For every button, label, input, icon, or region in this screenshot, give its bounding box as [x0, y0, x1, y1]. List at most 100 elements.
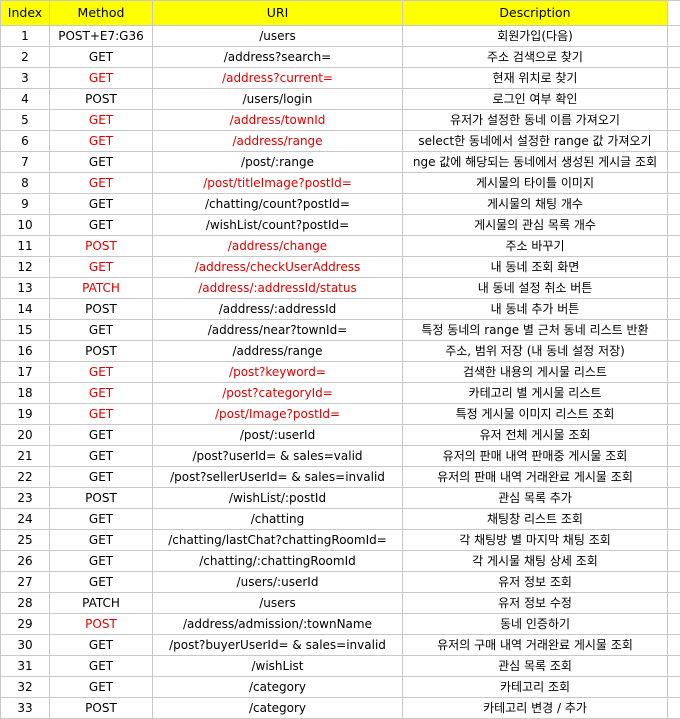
cell-index[interactable]: 2 — [1, 47, 50, 68]
cell-method[interactable]: GET — [50, 320, 153, 341]
cell-description[interactable]: 유저의 판매 내역 거래완료 게시물 조회 — [403, 467, 668, 488]
cell-index[interactable]: 18 — [1, 383, 50, 404]
cell-empty[interactable] — [668, 320, 680, 341]
cell-index[interactable]: 15 — [1, 320, 50, 341]
header-uri[interactable]: URI — [153, 1, 403, 26]
cell-index[interactable]: 31 — [1, 656, 50, 677]
cell-uri[interactable]: /post/:userId — [153, 425, 403, 446]
cell-uri[interactable]: /address?search= — [153, 47, 403, 68]
cell-description[interactable]: 카테고리 변경 / 추가 — [403, 698, 668, 719]
cell-description[interactable]: 내 동네 조회 화면 — [403, 257, 668, 278]
cell-method[interactable]: POST — [50, 341, 153, 362]
cell-uri[interactable]: /post?keyword= — [153, 362, 403, 383]
cell-index[interactable]: 20 — [1, 425, 50, 446]
cell-method[interactable]: POST+E7:G36 — [50, 26, 153, 47]
cell-empty[interactable] — [668, 425, 680, 446]
cell-uri[interactable]: /users/login — [153, 89, 403, 110]
cell-description[interactable]: 주소 검색으로 찾기 — [403, 47, 668, 68]
cell-uri[interactable]: /post?sellerUserId= & sales=invalid — [153, 467, 403, 488]
cell-index[interactable]: 24 — [1, 509, 50, 530]
cell-empty[interactable] — [668, 89, 680, 110]
cell-uri[interactable]: /address?current= — [153, 68, 403, 89]
cell-method[interactable]: POST — [50, 614, 153, 635]
header-method[interactable]: Method — [50, 1, 153, 26]
cell-description[interactable]: 특정 동네의 range 별 근처 동네 리스트 반환 — [403, 320, 668, 341]
cell-empty[interactable] — [668, 551, 680, 572]
cell-method[interactable]: PATCH — [50, 278, 153, 299]
cell-uri[interactable]: /post/titleImage?postId= — [153, 173, 403, 194]
header-empty-cell[interactable] — [668, 1, 680, 26]
cell-index[interactable]: 12 — [1, 257, 50, 278]
cell-description[interactable]: 유저 정보 수정 — [403, 593, 668, 614]
cell-description[interactable]: 주소 바꾸기 — [403, 236, 668, 257]
cell-index[interactable]: 29 — [1, 614, 50, 635]
cell-empty[interactable] — [668, 131, 680, 152]
cell-empty[interactable] — [668, 446, 680, 467]
cell-empty[interactable] — [668, 47, 680, 68]
cell-description[interactable]: 각 채팅방 별 마지막 채팅 조회 — [403, 530, 668, 551]
cell-empty[interactable] — [668, 194, 680, 215]
cell-index[interactable]: 5 — [1, 110, 50, 131]
cell-empty[interactable] — [668, 698, 680, 719]
cell-description[interactable]: 게시물의 채팅 개수 — [403, 194, 668, 215]
cell-empty[interactable] — [668, 215, 680, 236]
cell-method[interactable]: GET — [50, 677, 153, 698]
cell-empty[interactable] — [668, 257, 680, 278]
cell-empty[interactable] — [668, 614, 680, 635]
cell-method[interactable]: GET — [50, 551, 153, 572]
cell-empty[interactable] — [668, 341, 680, 362]
cell-empty[interactable] — [668, 383, 680, 404]
cell-index[interactable]: 33 — [1, 698, 50, 719]
cell-method[interactable]: GET — [50, 635, 153, 656]
cell-uri[interactable]: /wishList/count?postId= — [153, 215, 403, 236]
cell-index[interactable]: 9 — [1, 194, 50, 215]
cell-method[interactable]: GET — [50, 47, 153, 68]
cell-empty[interactable] — [668, 656, 680, 677]
cell-description[interactable]: 로그인 여부 확인 — [403, 89, 668, 110]
cell-uri[interactable]: /post/:range — [153, 152, 403, 173]
cell-description[interactable]: 관심 목록 조회 — [403, 656, 668, 677]
cell-method[interactable]: PATCH — [50, 593, 153, 614]
cell-description[interactable]: 유저의 판매 내역 판매중 게시물 조회 — [403, 446, 668, 467]
cell-uri[interactable]: /post?userId= & sales=valid — [153, 446, 403, 467]
cell-method[interactable]: GET — [50, 68, 153, 89]
cell-index[interactable]: 10 — [1, 215, 50, 236]
cell-method[interactable]: GET — [50, 383, 153, 404]
cell-empty[interactable] — [668, 236, 680, 257]
cell-uri[interactable]: /category — [153, 677, 403, 698]
cell-index[interactable]: 32 — [1, 677, 50, 698]
cell-method[interactable]: GET — [50, 362, 153, 383]
cell-empty[interactable] — [668, 110, 680, 131]
cell-empty[interactable] — [668, 467, 680, 488]
cell-method[interactable]: GET — [50, 530, 153, 551]
cell-method[interactable]: GET — [50, 257, 153, 278]
cell-method[interactable]: GET — [50, 509, 153, 530]
cell-uri[interactable]: /post/Image?postId= — [153, 404, 403, 425]
cell-description[interactable]: 현재 위치로 찾기 — [403, 68, 668, 89]
cell-description[interactable]: 동네 인증하기 — [403, 614, 668, 635]
cell-empty[interactable] — [668, 68, 680, 89]
cell-method[interactable]: GET — [50, 194, 153, 215]
cell-uri[interactable]: /address/near?townId= — [153, 320, 403, 341]
cell-method[interactable]: POST — [50, 299, 153, 320]
cell-method[interactable]: GET — [50, 152, 153, 173]
cell-index[interactable]: 6 — [1, 131, 50, 152]
cell-index[interactable]: 17 — [1, 362, 50, 383]
cell-empty[interactable] — [668, 677, 680, 698]
cell-description[interactable]: 회원가입(다음) — [403, 26, 668, 47]
cell-index[interactable]: 14 — [1, 299, 50, 320]
cell-description[interactable]: 각 게시물 채팅 상세 조회 — [403, 551, 668, 572]
cell-uri[interactable]: /address/change — [153, 236, 403, 257]
cell-index[interactable]: 4 — [1, 89, 50, 110]
cell-empty[interactable] — [668, 509, 680, 530]
cell-index[interactable]: 23 — [1, 488, 50, 509]
cell-uri[interactable]: /address/checkUserAddress — [153, 257, 403, 278]
cell-index[interactable]: 22 — [1, 467, 50, 488]
cell-uri[interactable]: /address/:addressId — [153, 299, 403, 320]
cell-uri[interactable]: /chatting/:chattingRoomId — [153, 551, 403, 572]
cell-index[interactable]: 19 — [1, 404, 50, 425]
cell-description[interactable]: 카테고리 별 게시물 리스트 — [403, 383, 668, 404]
cell-method[interactable]: GET — [50, 467, 153, 488]
cell-method[interactable]: GET — [50, 110, 153, 131]
cell-uri[interactable]: /post?categoryId= — [153, 383, 403, 404]
